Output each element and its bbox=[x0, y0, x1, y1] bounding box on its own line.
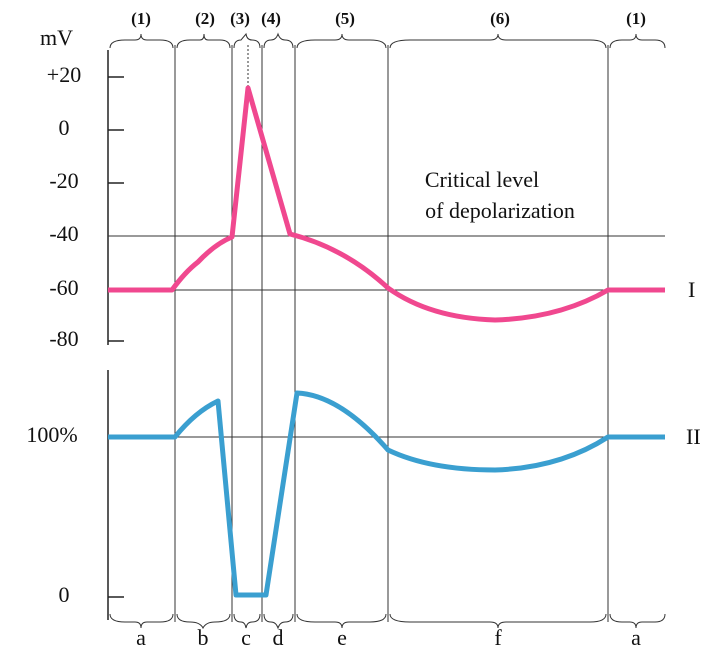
membrane-potential-curve bbox=[108, 85, 665, 323]
tick-label: 0 bbox=[59, 582, 70, 607]
phase-label: (5) bbox=[335, 9, 355, 28]
annotation: of depolarization bbox=[425, 198, 575, 223]
phase-label: f bbox=[494, 625, 502, 650]
phase-top-labels: (1) (2) (3) (4) (5) (6) (1) bbox=[131, 9, 646, 28]
tick-label: -40 bbox=[49, 221, 78, 246]
phase-label: a bbox=[136, 625, 146, 650]
phase-label: a bbox=[631, 625, 641, 650]
phase-label: (2) bbox=[195, 9, 215, 28]
units-label: mV bbox=[40, 25, 73, 50]
bottom-braces bbox=[109, 613, 666, 630]
tick-marks bbox=[108, 76, 124, 598]
tick-label: -80 bbox=[49, 326, 78, 351]
excitability-curve bbox=[108, 390, 665, 598]
phase-label: (3) bbox=[230, 9, 250, 28]
phase-label: (1) bbox=[131, 9, 151, 28]
tick-label: -20 bbox=[49, 168, 78, 193]
phase-label: (6) bbox=[490, 9, 510, 28]
phase-bottom-labels: a b c d e f a bbox=[136, 625, 641, 650]
curve-label: I bbox=[688, 277, 695, 302]
annotation: Critical level bbox=[425, 167, 539, 192]
tick-label: 100% bbox=[26, 422, 77, 447]
phase-label: d bbox=[273, 625, 284, 650]
mv-tick-labels: +20 0 -20 -40 -60 -80 bbox=[47, 62, 81, 351]
phase-label: (1) bbox=[626, 9, 646, 28]
phase-label: c bbox=[241, 625, 251, 650]
phase-label: b bbox=[198, 625, 209, 650]
curve-label: II bbox=[686, 424, 701, 449]
top-braces bbox=[109, 32, 666, 49]
phase-label: e bbox=[337, 625, 347, 650]
phase-label: (4) bbox=[261, 9, 281, 28]
tick-label: +20 bbox=[47, 62, 81, 87]
tick-label: 0 bbox=[59, 115, 70, 140]
tick-label: -60 bbox=[49, 275, 78, 300]
